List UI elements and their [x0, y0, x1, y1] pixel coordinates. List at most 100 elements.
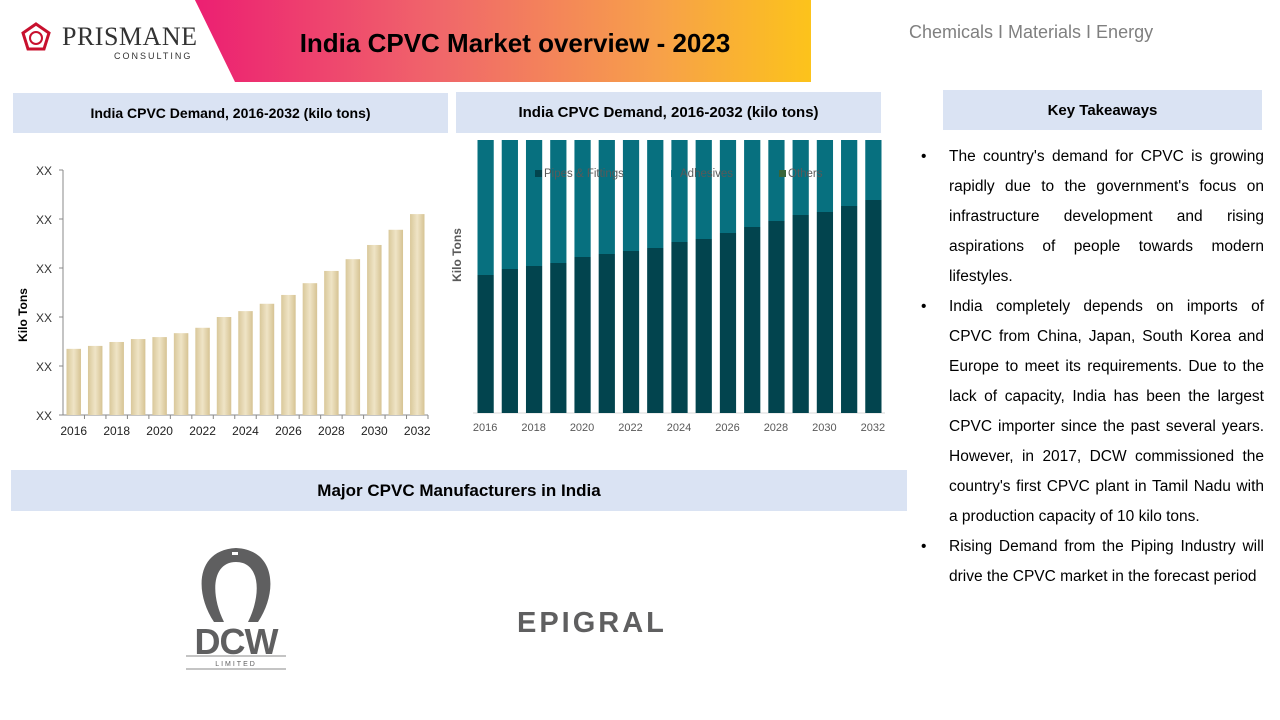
- bar-2027: [302, 283, 318, 415]
- bar-pipes-fittings-2026: [719, 233, 737, 413]
- bar-2016: [66, 348, 81, 415]
- takeaways-title: Key Takeaways: [943, 90, 1262, 130]
- bar-2025: [259, 303, 275, 415]
- epigral-logo: EPIGRAL: [517, 607, 667, 637]
- bar-adhesives-2020: [574, 140, 591, 257]
- x-tick-label: 2020: [146, 424, 173, 438]
- x-tick-label: 2022: [189, 424, 216, 438]
- bar-pipes-fittings-2031: [841, 206, 858, 413]
- y-axis-label: Kilo Tons: [450, 228, 464, 282]
- bar-2022: [195, 327, 210, 415]
- bar-pipes-fittings-2029: [792, 215, 809, 413]
- tagline: Chemicals I Materials I Energy: [909, 22, 1154, 42]
- bar-pipes-fittings-2027: [744, 227, 761, 413]
- x-tick-label: 2016: [60, 424, 87, 438]
- bar-adhesives-2019: [550, 140, 567, 263]
- x-tick-label: 2024: [667, 422, 691, 434]
- bar-2019: [130, 339, 146, 415]
- bar-2017: [87, 345, 103, 415]
- bar-2023: [216, 317, 232, 415]
- dcw-logo: DCW LIMITED: [186, 548, 286, 670]
- legend-label: Others: [788, 168, 823, 180]
- bar-adhesives-2021: [598, 140, 615, 254]
- legend-swatch: [535, 170, 542, 177]
- takeaways-list: The country's demand for CPVC is growing…: [918, 142, 1264, 592]
- bar-pipes-fittings-2018: [525, 266, 543, 413]
- takeaway-item: India completely depends on imports of C…: [918, 292, 1264, 532]
- bar-2032: [410, 214, 425, 415]
- bar-pipes-fittings-2019: [550, 263, 567, 413]
- y-tick-label: XX: [36, 164, 52, 178]
- y-tick-label: XX: [36, 409, 52, 423]
- bar-pipes-fittings-2023: [647, 248, 664, 413]
- bar-adhesives-2016: [477, 140, 494, 275]
- y-tick-label: XX: [36, 311, 52, 325]
- bar-adhesives-2032: [865, 140, 882, 200]
- bar-pipes-fittings-2032: [865, 200, 882, 413]
- x-tick-label: 2020: [570, 422, 594, 434]
- x-tick-label: 2032: [861, 422, 885, 434]
- epigral-logo-text: EPIGRAL: [517, 607, 667, 637]
- bar-2021: [173, 333, 189, 415]
- left-chart-title: India CPVC Demand, 2016-2032 (kilo tons): [13, 93, 448, 133]
- logo-name: PRISMANE: [62, 22, 198, 51]
- y-tick-label: XX: [36, 262, 52, 276]
- bar-pipes-fittings-2024: [671, 242, 688, 413]
- legend-label: Pipes & Fittings: [544, 168, 624, 180]
- bar-pipes-fittings-2021: [598, 254, 615, 413]
- dcw-logo-text: DCW: [195, 621, 279, 662]
- bar-adhesives-2028: [768, 140, 785, 221]
- x-tick-label: 2032: [404, 424, 431, 438]
- manufacturers-title: Major CPVC Manufacturers in India: [11, 470, 907, 511]
- page-title: India CPVC Market overview - 2023: [299, 28, 731, 58]
- bar-pipes-fittings-2022: [622, 251, 640, 413]
- right-chart-title: India CPVC Demand, 2016-2032 (kilo tons): [456, 92, 881, 133]
- x-tick-label: 2026: [715, 422, 739, 434]
- bar-adhesives-2018: [525, 140, 543, 266]
- legend-swatch: [779, 170, 786, 177]
- bar-pipes-fittings-2025: [695, 239, 712, 413]
- bar-pipes-fittings-2017: [501, 269, 518, 413]
- bar-pipes-fittings-2016: [477, 275, 494, 413]
- x-tick-label: 2028: [318, 424, 345, 438]
- logo-subtitle: CONSULTING: [114, 51, 193, 61]
- bar-2024: [238, 311, 253, 415]
- x-tick-label: 2016: [473, 422, 497, 434]
- prismane-logo-icon: [21, 22, 51, 51]
- x-tick-label: 2024: [232, 424, 259, 438]
- bar-pipes-fittings-2030: [816, 212, 834, 413]
- bar-2031: [388, 229, 404, 415]
- bar-pipes-fittings-2028: [768, 221, 785, 413]
- x-tick-label: 2022: [618, 422, 642, 434]
- bar-adhesives-2027: [744, 140, 761, 227]
- bar-pipes-fittings-2020: [574, 257, 591, 413]
- y-tick-label: XX: [36, 360, 52, 374]
- bar-2030: [367, 244, 382, 415]
- y-tick-label: XX: [36, 213, 52, 227]
- bar-2029: [345, 259, 361, 415]
- bar-2026: [281, 294, 296, 415]
- takeaway-item: Rising Demand from the Piping Industry w…: [918, 532, 1264, 592]
- bar-adhesives-2029: [792, 140, 809, 215]
- bar-adhesives-2026: [719, 140, 737, 233]
- bar-2018: [109, 341, 124, 415]
- bar-adhesives-2023: [647, 140, 664, 248]
- x-tick-label: 2030: [361, 424, 388, 438]
- legend-swatch: [671, 170, 678, 177]
- bar-adhesives-2030: [816, 140, 834, 212]
- bar-2020: [152, 337, 167, 415]
- x-tick-label: 2026: [275, 424, 302, 438]
- dcw-logo-sub: LIMITED: [215, 661, 257, 668]
- x-tick-label: 2018: [521, 422, 545, 434]
- legend-label: Adhesives: [680, 168, 733, 180]
- bar-adhesives-2017: [501, 140, 518, 269]
- bar-adhesives-2022: [622, 140, 640, 251]
- bar-adhesives-2024: [671, 140, 688, 242]
- total-demand-chart: XX XX XX XX XX XX 2016 2018 2020 2022 2024 2026 2028…: [16, 164, 431, 438]
- bar-adhesives-2031: [841, 140, 858, 206]
- segment-demand-chart: 2016 2018 2020 2022 2024 2026 2028 2030 2032 Pipe…: [450, 140, 885, 434]
- x-tick-label: 2030: [812, 422, 836, 434]
- x-tick-label: 2018: [103, 424, 130, 438]
- title-banner: [195, 0, 811, 82]
- takeaway-item: The country's demand for CPVC is growing…: [918, 142, 1264, 292]
